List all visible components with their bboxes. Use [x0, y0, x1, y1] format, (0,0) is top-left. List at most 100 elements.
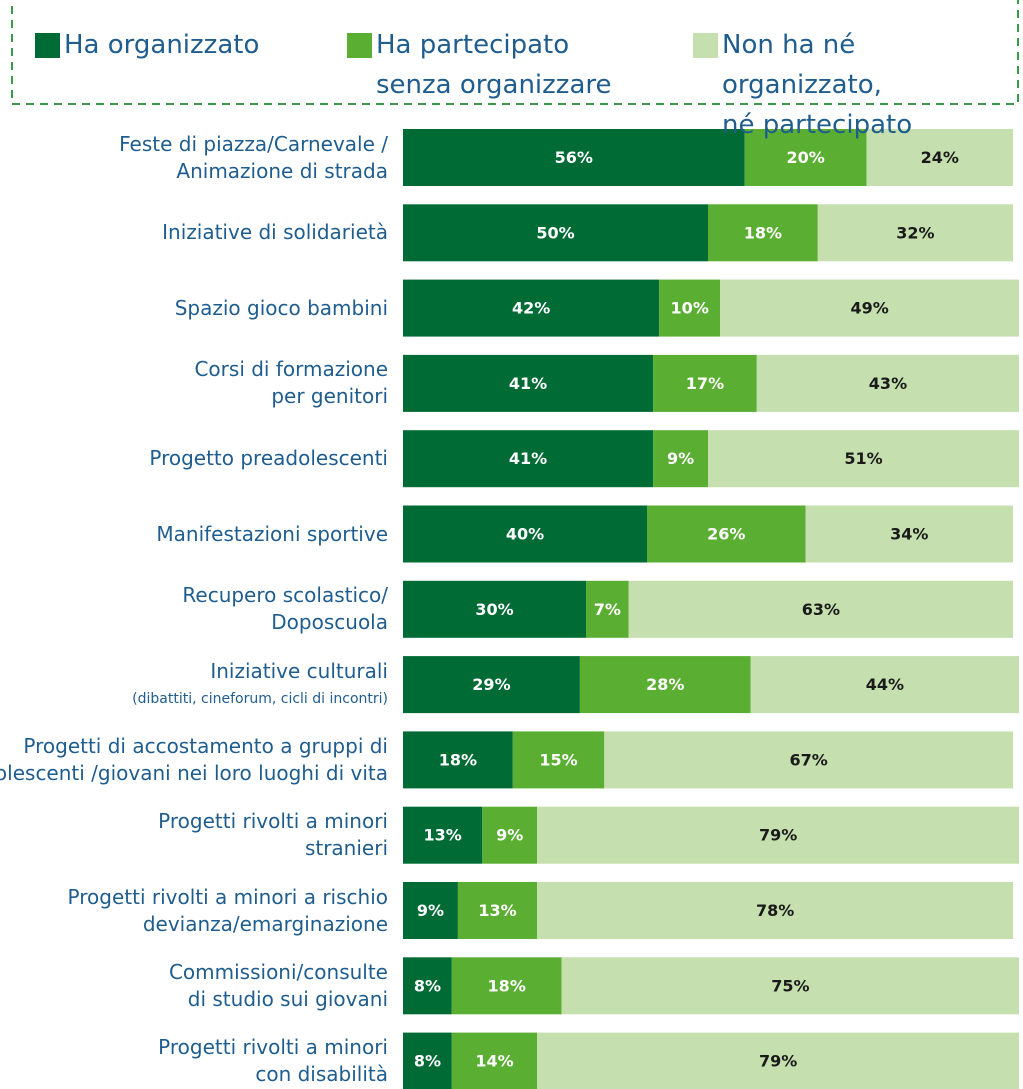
bar-segment	[403, 505, 647, 563]
value-label: 34%	[890, 525, 928, 544]
bar-segment	[756, 354, 1020, 412]
bar-segment	[866, 129, 1013, 186]
category-label: stranieri	[304, 836, 388, 861]
bar-segment	[628, 580, 1013, 638]
value-label: 8%	[414, 1052, 441, 1071]
value-label: 14%	[475, 1052, 513, 1071]
bar-segment	[403, 354, 654, 412]
bar-segment	[451, 957, 562, 1015]
category-label: con disabilità	[255, 1062, 388, 1087]
legend-swatch	[693, 33, 718, 58]
value-label: 79%	[759, 1052, 797, 1071]
bar-segment	[403, 806, 483, 864]
bar-segment	[720, 279, 1020, 337]
value-label: 24%	[921, 148, 959, 167]
bar-segment	[708, 204, 818, 262]
category-label: Corsi di formazione	[194, 357, 388, 382]
category-label: Progetti rivolti a minori a rischio	[67, 884, 388, 909]
value-label: 32%	[896, 223, 934, 242]
value-label: 9%	[417, 901, 444, 920]
bar-segment	[647, 505, 806, 563]
value-label: 40%	[506, 525, 544, 544]
bar-segment	[403, 656, 580, 714]
value-label: 43%	[869, 374, 907, 393]
legend-label: Ha organizzato	[64, 30, 260, 60]
bar-segment	[604, 731, 1013, 789]
legend-swatch	[35, 33, 60, 58]
bar-segment	[403, 204, 708, 262]
bar-segment	[451, 1032, 538, 1089]
value-label: 42%	[512, 299, 550, 318]
category-label: Progetti rivolti a minori	[158, 809, 388, 834]
value-label: 56%	[555, 148, 593, 167]
value-label: 10%	[671, 299, 709, 318]
category-label: Spazio gioco bambini	[174, 295, 388, 320]
value-label: 15%	[539, 750, 577, 769]
value-label: 44%	[866, 675, 904, 694]
bar-segment	[744, 129, 867, 186]
bar-segment	[457, 882, 538, 939]
bar-segment	[403, 1032, 452, 1089]
value-label: 63%	[802, 600, 840, 619]
value-label: 18%	[744, 223, 782, 242]
value-label: 41%	[509, 449, 547, 468]
legend-swatch	[347, 33, 372, 58]
category-label: di studio sui giovani	[187, 986, 388, 1011]
bar-segment	[403, 882, 458, 939]
value-label: 18%	[439, 750, 477, 769]
value-label: 9%	[496, 826, 523, 845]
bar-segment	[579, 656, 751, 714]
bar-segment	[805, 505, 1013, 563]
value-label: 30%	[475, 600, 513, 619]
category-label: Progetti rivolti a minori	[158, 1035, 388, 1060]
category-label: Commissioni/consulte	[168, 959, 388, 984]
category-label: Manifestazioni sportive	[156, 521, 388, 546]
legend-frame	[11, 0, 1019, 105]
bar-segment	[403, 957, 452, 1015]
value-label: 49%	[851, 299, 889, 318]
category-label: Progetto preadolescenti	[149, 446, 388, 471]
bar-segment	[653, 430, 708, 488]
bar-segment	[750, 656, 1020, 714]
value-label: 50%	[536, 223, 574, 242]
bar-segment	[708, 430, 1020, 488]
bar-segment	[403, 731, 513, 789]
category-label: Doposcuola	[271, 610, 388, 635]
bar-segment	[537, 882, 1013, 939]
bar-segment	[403, 580, 586, 638]
value-label: 8%	[414, 976, 441, 995]
value-label: 18%	[488, 976, 526, 995]
bar-segment	[537, 806, 1020, 864]
value-label: 41%	[509, 374, 547, 393]
bar-segment	[561, 957, 1020, 1015]
value-label: 26%	[707, 525, 745, 544]
value-label: 7%	[594, 600, 621, 619]
category-label: Recupero scolastico/	[182, 583, 388, 608]
value-label: 9%	[667, 449, 694, 468]
value-label: 78%	[756, 901, 794, 920]
category-label: Progetti di accostamento a gruppi di	[23, 733, 388, 758]
category-label: per genitori	[271, 384, 388, 409]
category-label: devianza/emarginazione	[142, 911, 388, 936]
value-label: 28%	[646, 675, 684, 694]
bar-segment	[403, 129, 745, 186]
category-label: adolescenti /giovani nei loro luoghi di …	[0, 760, 388, 785]
bar-segment	[403, 430, 654, 488]
value-label: 29%	[472, 675, 510, 694]
bar-segment	[403, 279, 660, 337]
bar-segment	[659, 279, 721, 337]
category-label: Iniziative culturali	[210, 658, 388, 683]
bar-segment	[817, 204, 1013, 262]
category-label: Animazione di strada	[176, 158, 388, 183]
bar-segment	[482, 806, 538, 864]
value-label: 75%	[771, 976, 809, 995]
legend-label: Non ha né organizzato, né partecipato	[722, 30, 913, 140]
value-label: 13%	[424, 826, 462, 845]
category-label: Feste di piazza/Carnevale /	[119, 131, 388, 156]
value-label: 67%	[790, 750, 828, 769]
value-label: 17%	[686, 374, 724, 393]
value-label: 79%	[759, 826, 797, 845]
legend-label: Ha partecipato senza organizzare	[376, 30, 612, 100]
bar-segment	[537, 1032, 1020, 1089]
